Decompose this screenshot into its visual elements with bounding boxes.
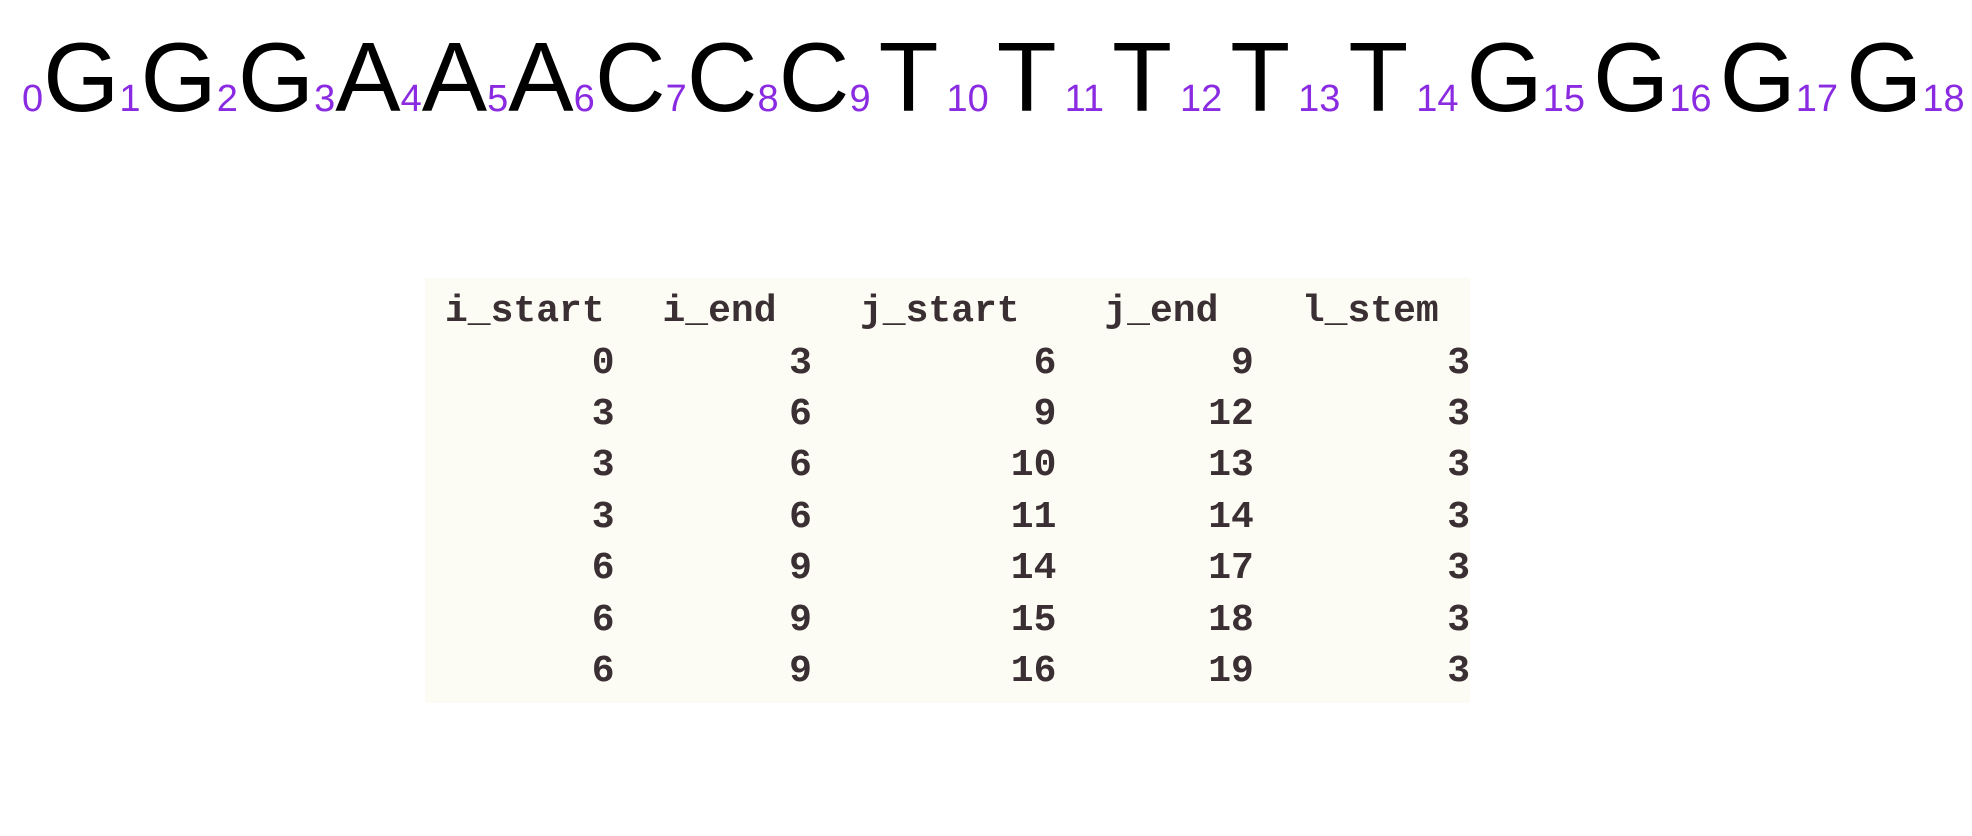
table-cell: 12 [1208,392,1254,436]
position-index: 4 [400,78,422,120]
position-index: 13 [1298,78,1341,120]
table-cell: 19 [1208,649,1254,693]
nucleotide-base: T [878,22,939,132]
table-row: 3 6 11 14 3 [445,492,1470,543]
nucleotide-base: G [237,22,315,132]
header-j-start: j_start [859,290,1020,334]
header-i-start: i_start [445,290,605,334]
nucleotide-base: A [335,22,401,132]
position-index: 12 [1179,78,1223,120]
table-cell: 3 [1447,495,1470,539]
position-index: 6 [573,78,595,120]
table-cell: 6 [789,495,812,539]
table-cell: 6 [789,444,812,488]
table-cell: 9 [1033,392,1057,436]
table-cell: 9 [789,598,812,642]
table-cell: 3 [1447,649,1470,693]
position-index: 3 [314,78,336,120]
table-cell: 6 [591,598,615,642]
header-l-stem: l_stem [1301,290,1439,334]
table-cell: 3 [1447,547,1470,591]
table-cell: 3 [1447,444,1470,488]
table-row: 0 3 6 9 3 [445,337,1470,388]
table-cell: 13 [1208,444,1254,488]
position-index: 16 [1669,78,1712,120]
header-j-end: j_end [1104,290,1219,334]
table-row: 6 9 16 19 3 [445,646,1470,697]
table-cell: 11 [1010,495,1057,539]
nucleotide-base: G [1719,22,1796,132]
position-index: 5 [487,78,509,120]
position-index: 15 [1542,78,1586,120]
table-cell: 3 [1447,598,1470,642]
position-index: 10 [946,78,989,120]
table-cell: 9 [789,649,812,693]
table-row: 3 6 9 12 3 [445,389,1470,440]
table-cell: 3 [789,341,812,385]
nucleotide-base: G [1466,22,1543,132]
position-index: 8 [757,78,779,120]
header-i-end: i_end [662,290,777,334]
sequence-strip: 0G1G2G3A4A5A6C7C8C9T 10T 11T 12T 13T 14G15G16… [22,28,1972,138]
position-index: 9 [849,78,871,120]
table-cell: 6 [591,649,615,693]
nucleotide-base: C [778,22,850,132]
table-cell: 18 [1208,598,1254,642]
table-cell: 3 [591,495,615,539]
nucleotide-base: C [594,22,666,132]
table-cell: 3 [591,392,615,436]
table-cell: 3 [1447,392,1470,436]
table-cell: 0 [591,341,615,385]
nucleotide-base: A [508,22,574,132]
position-index: 11 [1064,78,1105,120]
table-cell: 14 [1208,495,1254,539]
nucleotide-base: T [1348,22,1409,132]
table-cell: 3 [591,444,615,488]
nucleotide-base: G [1593,22,1670,132]
position-index: 17 [1795,78,1839,120]
table-cell: 6 [789,392,812,436]
nucleotide-base: T [1230,22,1291,132]
table-cell: 6 [1033,341,1057,385]
table-cell: 3 [1447,341,1470,385]
position-index: 14 [1416,78,1459,120]
position-index: 1 [119,78,141,120]
nucleotide-base: G [1846,22,1923,132]
position-index: 7 [665,78,687,120]
nucleotide-base: T [1112,22,1172,132]
position-index: 0 [22,78,44,120]
table-cell: 10 [1010,444,1057,488]
table-header-row: i_start i_end j_start j_end l_stem [445,278,1470,337]
table-row: 6 9 15 18 3 [445,594,1470,645]
table-cell: 9 [1231,341,1254,385]
table-cell: 15 [1010,598,1057,642]
nucleotide-base: G [140,22,217,132]
nucleotide-base: A [421,22,488,132]
nucleotide-base: C [686,22,758,132]
table-row: 6 9 14 17 3 [445,543,1470,594]
table-cell: 6 [591,547,615,591]
table-cell: 17 [1208,547,1254,591]
table-cell: 16 [1010,649,1057,693]
nucleotide-base: G [43,22,120,132]
table-cell: 14 [1010,547,1057,591]
position-index: 18 [1922,78,1965,120]
nucleotide-base: T [996,22,1057,132]
table-row: 3 6 10 13 3 [445,440,1470,491]
position-index: 2 [216,78,238,120]
table-cell: 9 [789,547,812,591]
